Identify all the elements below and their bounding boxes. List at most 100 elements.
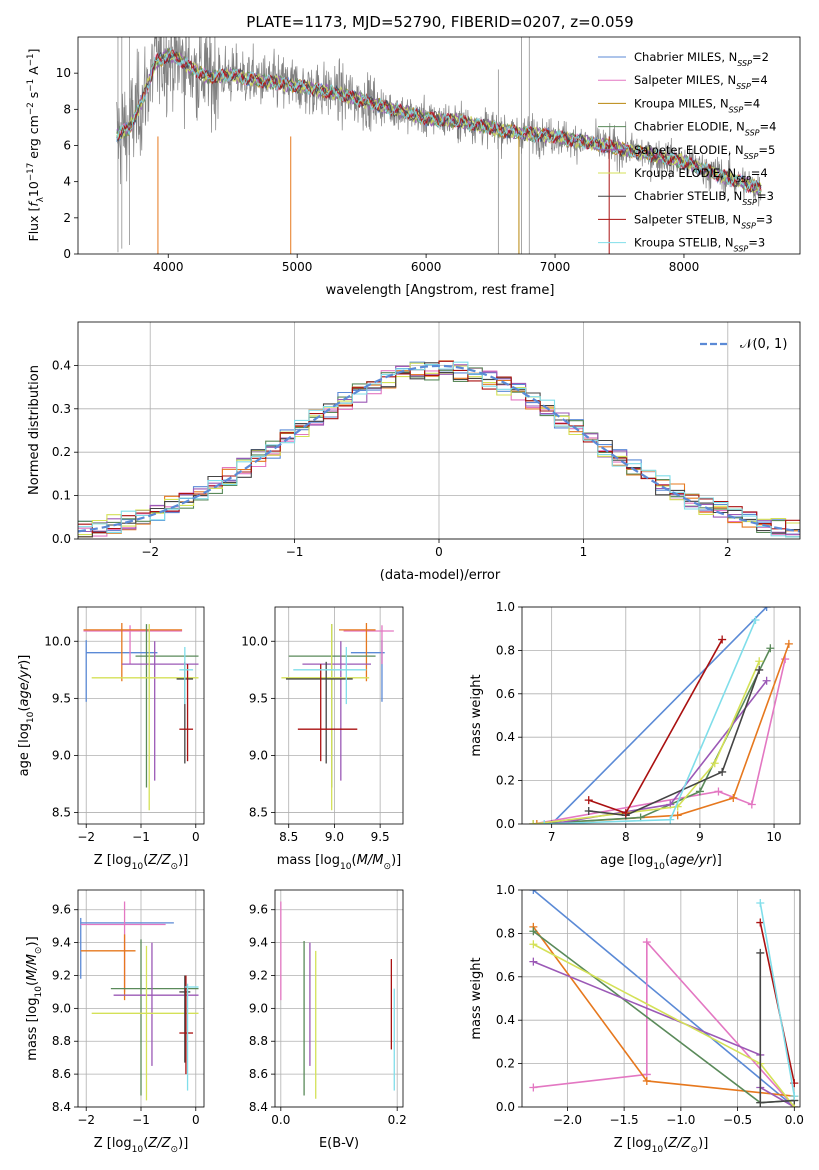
x-axis-label: Z [log10(Z/Z⊙)] [94, 853, 189, 872]
plot-area [80, 901, 199, 1101]
axes-frame [274, 606, 404, 825]
data-point [751, 616, 760, 625]
y-tick-label: 2 [63, 211, 71, 225]
x-tick-label: 10 [766, 830, 781, 844]
series-line [532, 658, 786, 824]
x-axis-label: Z [log10(Z/Z⊙)] [94, 1136, 189, 1155]
series-line [533, 660, 760, 824]
series-line [532, 926, 795, 1097]
y-tick-label: 10 [56, 66, 71, 80]
plot-area [78, 360, 800, 538]
data-point [673, 811, 682, 820]
x-tick-label: 4000 [153, 260, 184, 274]
y-axis-label: mass [log10(M/M⊙)] [25, 936, 44, 1060]
series-line [759, 902, 796, 1097]
y-tick-label: 0.4 [52, 358, 71, 372]
x-tick-label: 0 [192, 1113, 200, 1127]
x-axis-label: wavelength [Angstrom, rest frame] [326, 283, 555, 298]
y-tick-label: 0.6 [496, 970, 515, 984]
y-tick-label: 0.6 [496, 687, 515, 701]
y-tick-label: 0.4 [496, 1013, 515, 1027]
series-line [536, 643, 790, 824]
legend-label: Kroupa STELIB, NSSP=3 [634, 236, 765, 254]
y-tick-label: 9.2 [52, 968, 71, 982]
x-axis-label: Z [log10(Z/Z⊙)] [614, 1136, 709, 1155]
y-tick-label: 0 [63, 247, 71, 261]
series-line [532, 930, 795, 1104]
data-point [642, 1076, 651, 1085]
legend-label: Salpeter STELIB, NSSP=3 [634, 212, 773, 230]
data-point [584, 796, 593, 805]
y-tick-label: 9.5 [249, 691, 268, 705]
y-axis-label: age [log10(age/yr)] [17, 655, 36, 777]
y-tick-label: 8 [63, 102, 71, 116]
x-tick-label: 9.0 [325, 830, 344, 844]
legend-label: Salpeter MILES, NSSP=4 [634, 73, 768, 91]
x-tick-label: 0.2 [388, 1113, 407, 1127]
series-line [532, 890, 795, 1107]
x-tick-label: 0 [192, 830, 200, 844]
y-tick-label: 8.6 [249, 1067, 268, 1081]
data-point [762, 607, 771, 611]
y-axis-label: mass weight [469, 957, 484, 1039]
chart-1: 4000 5000 6000 7000 8000 0 2 4 6 8 10 PLATE=1173, M… [26, 13, 801, 298]
data-point [529, 890, 538, 894]
chart-2: −2 −1 0 1 2 0.0 0.1 0.2 0.3 0.4 (data-model)/error… [27, 321, 801, 583]
data-point [642, 938, 651, 947]
legend-label: Kroupa MILES, NSSP=4 [634, 96, 760, 114]
x-axis-label: E(B-V) [319, 1136, 359, 1151]
data-point [784, 639, 793, 648]
y-axis-label: Normed distribution [27, 365, 42, 495]
data-point [584, 806, 593, 815]
y-tick-label: 6 [63, 139, 71, 153]
x-tick-label: 0 [435, 545, 443, 559]
x-tick-label: −1 [132, 830, 150, 844]
data-point [532, 820, 541, 824]
y-axis-label: mass weight [469, 674, 484, 756]
data-point [621, 809, 630, 818]
y-tick-label: 9.4 [52, 936, 71, 950]
legend-label: Chabrier MILES, NSSP=2 [634, 50, 769, 68]
plot-area [529, 607, 793, 824]
legend-label: Chabrier STELIB, NSSP=3 [634, 189, 774, 207]
data-point [695, 787, 704, 796]
model-spectrum [116, 48, 762, 194]
x-tick-label: 7000 [540, 260, 571, 274]
data-point [756, 1098, 765, 1107]
normal-reference-curve [78, 364, 800, 533]
x-tick-label: 9.5 [371, 830, 390, 844]
axes-frame [521, 889, 801, 1108]
data-point [529, 820, 538, 824]
x-axis-label: mass [log10(M/M⊙)] [277, 853, 401, 872]
x-tick-label: −2 [141, 545, 159, 559]
y-tick-label: 9.0 [249, 748, 268, 762]
data-point [529, 957, 538, 966]
y-tick-label: 9.6 [249, 903, 268, 917]
data-point [710, 759, 719, 768]
data-point [729, 793, 738, 802]
chart-8: −2.0 −1.5 −1.0 −0.5 0.0 0.0 0.2 0.4 0.6 0.8 1.0 Z [… [469, 883, 804, 1155]
x-tick-label: −1 [132, 1113, 150, 1127]
data-point [756, 899, 765, 908]
plot-area [116, 37, 762, 254]
data-point [529, 927, 538, 936]
x-tick-label: −2 [77, 1113, 95, 1127]
chart-title: PLATE=1173, MJD=52790, FIBERID=0207, z=0… [246, 13, 633, 31]
x-tick-label: 2 [724, 545, 732, 559]
x-tick-label: −2.0 [553, 1113, 582, 1127]
x-tick-label: 1 [580, 545, 588, 559]
y-tick-label: 8.6 [52, 1067, 71, 1081]
y-tick-label: 0.2 [52, 445, 71, 459]
legend-label: Chabrier ELODIE, NSSP=4 [634, 120, 776, 138]
series-line [533, 960, 795, 1107]
axes-frame [77, 321, 801, 540]
y-tick-label: 0.8 [496, 643, 515, 657]
y-tick-label: 1.0 [496, 883, 515, 897]
axes-frame [77, 36, 801, 255]
y-tick-label: 0.0 [52, 532, 71, 546]
data-point [666, 815, 675, 824]
data-point [529, 1083, 538, 1092]
y-tick-label: 9.2 [249, 968, 268, 982]
data-point [540, 820, 549, 824]
